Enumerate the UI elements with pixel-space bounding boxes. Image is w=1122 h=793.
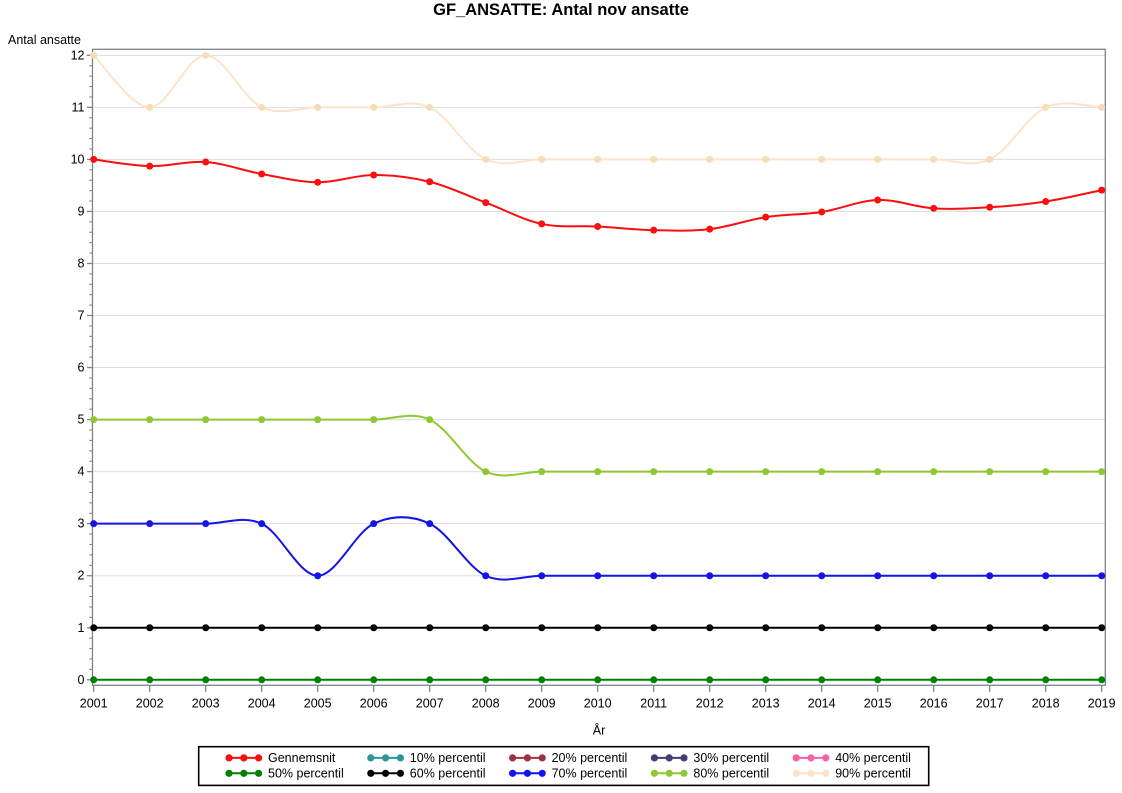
svg-text:10% percentil: 10% percentil (410, 751, 486, 765)
svg-text:2011: 2011 (640, 697, 667, 711)
svg-text:2009: 2009 (528, 697, 556, 711)
svg-text:2007: 2007 (416, 697, 444, 711)
svg-text:2016: 2016 (920, 697, 948, 711)
svg-text:2017: 2017 (976, 697, 1004, 711)
svg-text:2001: 2001 (80, 697, 108, 711)
svg-text:2003: 2003 (192, 697, 220, 711)
svg-text:2005: 2005 (304, 697, 332, 711)
svg-text:70% percentil: 70% percentil (552, 767, 628, 781)
svg-text:2008: 2008 (472, 697, 500, 711)
svg-text:40% percentil: 40% percentil (835, 751, 911, 765)
svg-text:GF_ANSATTE: Antal nov ansatte: GF_ANSATTE: Antal nov ansatte (433, 1, 689, 19)
svg-text:0: 0 (78, 673, 85, 687)
svg-text:6: 6 (78, 361, 85, 375)
svg-text:12: 12 (71, 48, 85, 62)
svg-text:2: 2 (78, 569, 85, 583)
svg-text:2014: 2014 (808, 697, 836, 711)
svg-text:2002: 2002 (136, 697, 164, 711)
svg-text:2012: 2012 (696, 697, 724, 711)
svg-text:10: 10 (71, 152, 85, 166)
svg-text:2013: 2013 (752, 697, 780, 711)
svg-text:4: 4 (78, 465, 85, 479)
svg-text:Antal ansatte: Antal ansatte (8, 33, 81, 47)
svg-text:11: 11 (72, 100, 85, 114)
svg-text:2015: 2015 (864, 697, 892, 711)
svg-text:50% percentil: 50% percentil (268, 767, 344, 781)
svg-text:5: 5 (78, 413, 85, 427)
svg-text:8: 8 (78, 256, 85, 270)
svg-text:2010: 2010 (584, 697, 612, 711)
svg-text:9: 9 (78, 204, 85, 218)
svg-text:60% percentil: 60% percentil (410, 767, 486, 781)
svg-text:2019: 2019 (1088, 697, 1116, 711)
svg-text:3: 3 (78, 517, 85, 531)
svg-text:2018: 2018 (1032, 697, 1060, 711)
svg-text:2006: 2006 (360, 697, 388, 711)
svg-text:År: År (593, 723, 606, 738)
svg-text:1: 1 (78, 621, 85, 635)
svg-text:30% percentil: 30% percentil (693, 751, 769, 765)
svg-text:80% percentil: 80% percentil (693, 767, 769, 781)
svg-text:Gennemsnit: Gennemsnit (268, 751, 336, 765)
svg-text:20% percentil: 20% percentil (552, 751, 628, 765)
svg-text:7: 7 (78, 309, 85, 323)
svg-text:2004: 2004 (248, 697, 276, 711)
svg-text:90% percentil: 90% percentil (835, 767, 911, 781)
